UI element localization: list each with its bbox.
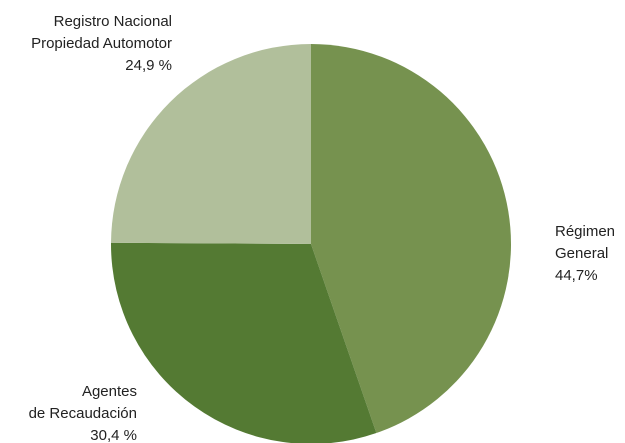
pie-slice bbox=[111, 242, 377, 443]
value-label: 24,9 % bbox=[125, 57, 172, 74]
slice-label: Agentes bbox=[82, 383, 137, 400]
pie-slice bbox=[111, 44, 312, 244]
slice-label: Registro Nacional bbox=[54, 13, 172, 30]
slice-label: General bbox=[555, 245, 608, 262]
slice-label: Régimen bbox=[555, 223, 615, 240]
pie-slice bbox=[311, 44, 511, 434]
slice-label: de Recaudación bbox=[29, 405, 137, 422]
value-label: 30,4 % bbox=[90, 427, 137, 443]
slice-label: Propiedad Automotor bbox=[31, 35, 172, 52]
value-label: 44,7% bbox=[555, 267, 598, 284]
